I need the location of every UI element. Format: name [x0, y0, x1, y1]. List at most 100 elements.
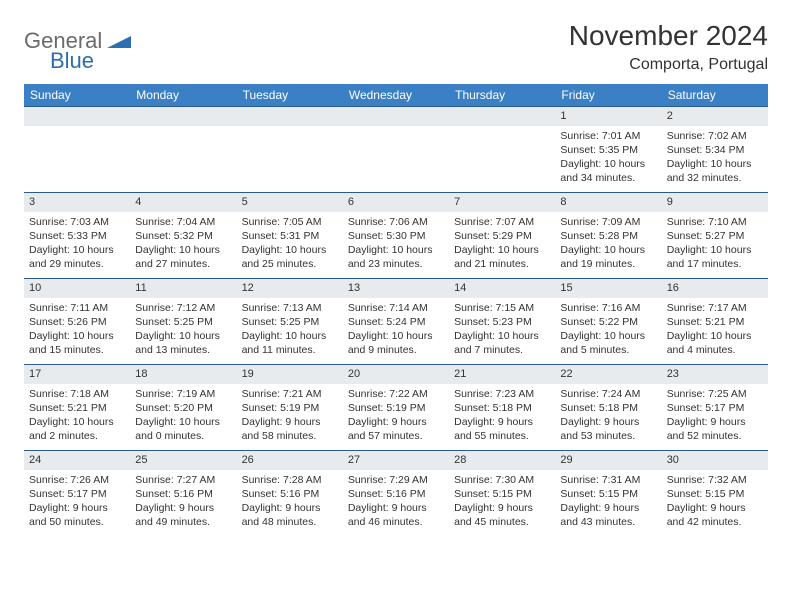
title-block: November 2024 Comporta, Portugal — [569, 20, 768, 74]
daylight-text: Daylight: 9 hours and 53 minutes. — [560, 415, 656, 443]
day-number: 26 — [237, 451, 343, 470]
day-body: Sunrise: 7:02 AMSunset: 5:34 PMDaylight:… — [662, 126, 768, 189]
sunrise-text: Sunrise: 7:28 AM — [242, 473, 338, 487]
daylight-text: Daylight: 9 hours and 55 minutes. — [454, 415, 550, 443]
sunrise-text: Sunrise: 7:19 AM — [135, 387, 231, 401]
calendar-day-cell — [130, 107, 236, 193]
day-body: Sunrise: 7:30 AMSunset: 5:15 PMDaylight:… — [449, 470, 555, 533]
calendar-day-cell: 4Sunrise: 7:04 AMSunset: 5:32 PMDaylight… — [130, 193, 236, 279]
day-body: Sunrise: 7:17 AMSunset: 5:21 PMDaylight:… — [662, 298, 768, 361]
day-number — [24, 107, 130, 126]
day-number: 24 — [24, 451, 130, 470]
sunset-text: Sunset: 5:17 PM — [667, 401, 763, 415]
day-body: Sunrise: 7:19 AMSunset: 5:20 PMDaylight:… — [130, 384, 236, 447]
daylight-text: Daylight: 10 hours and 5 minutes. — [560, 329, 656, 357]
calendar-table: Sunday Monday Tuesday Wednesday Thursday… — [24, 84, 768, 537]
day-number: 9 — [662, 193, 768, 212]
header: General Blue November 2024 Comporta, Por… — [24, 20, 768, 74]
daylight-text: Daylight: 10 hours and 19 minutes. — [560, 243, 656, 271]
calendar-week-row: 10Sunrise: 7:11 AMSunset: 5:26 PMDayligh… — [24, 279, 768, 365]
day-number: 15 — [555, 279, 661, 298]
sunset-text: Sunset: 5:34 PM — [667, 143, 763, 157]
calendar-day-cell: 3Sunrise: 7:03 AMSunset: 5:33 PMDaylight… — [24, 193, 130, 279]
logo: General Blue — [24, 28, 131, 74]
day-number: 4 — [130, 193, 236, 212]
sunrise-text: Sunrise: 7:15 AM — [454, 301, 550, 315]
sunrise-text: Sunrise: 7:16 AM — [560, 301, 656, 315]
sunset-text: Sunset: 5:19 PM — [242, 401, 338, 415]
daylight-text: Daylight: 10 hours and 2 minutes. — [29, 415, 125, 443]
day-body: Sunrise: 7:27 AMSunset: 5:16 PMDaylight:… — [130, 470, 236, 533]
sunrise-text: Sunrise: 7:23 AM — [454, 387, 550, 401]
day-number: 8 — [555, 193, 661, 212]
calendar-day-cell: 10Sunrise: 7:11 AMSunset: 5:26 PMDayligh… — [24, 279, 130, 365]
sunset-text: Sunset: 5:28 PM — [560, 229, 656, 243]
sunset-text: Sunset: 5:30 PM — [348, 229, 444, 243]
weekday-header-row: Sunday Monday Tuesday Wednesday Thursday… — [24, 84, 768, 107]
calendar-day-cell: 11Sunrise: 7:12 AMSunset: 5:25 PMDayligh… — [130, 279, 236, 365]
day-number: 7 — [449, 193, 555, 212]
day-number — [130, 107, 236, 126]
sunset-text: Sunset: 5:20 PM — [135, 401, 231, 415]
calendar-day-cell: 6Sunrise: 7:06 AMSunset: 5:30 PMDaylight… — [343, 193, 449, 279]
sunset-text: Sunset: 5:25 PM — [135, 315, 231, 329]
sunrise-text: Sunrise: 7:24 AM — [560, 387, 656, 401]
weekday-header: Monday — [130, 84, 236, 107]
calendar-day-cell: 1Sunrise: 7:01 AMSunset: 5:35 PMDaylight… — [555, 107, 661, 193]
calendar-day-cell: 2Sunrise: 7:02 AMSunset: 5:34 PMDaylight… — [662, 107, 768, 193]
day-body: Sunrise: 7:10 AMSunset: 5:27 PMDaylight:… — [662, 212, 768, 275]
sunset-text: Sunset: 5:33 PM — [29, 229, 125, 243]
day-body: Sunrise: 7:11 AMSunset: 5:26 PMDaylight:… — [24, 298, 130, 361]
daylight-text: Daylight: 10 hours and 34 minutes. — [560, 157, 656, 185]
weekday-header: Saturday — [662, 84, 768, 107]
sunset-text: Sunset: 5:26 PM — [29, 315, 125, 329]
calendar-day-cell: 20Sunrise: 7:22 AMSunset: 5:19 PMDayligh… — [343, 365, 449, 451]
day-number: 13 — [343, 279, 449, 298]
sunset-text: Sunset: 5:27 PM — [667, 229, 763, 243]
day-body: Sunrise: 7:06 AMSunset: 5:30 PMDaylight:… — [343, 212, 449, 275]
daylight-text: Daylight: 9 hours and 50 minutes. — [29, 501, 125, 529]
sunrise-text: Sunrise: 7:10 AM — [667, 215, 763, 229]
day-number: 30 — [662, 451, 768, 470]
day-number: 12 — [237, 279, 343, 298]
day-number: 11 — [130, 279, 236, 298]
sunrise-text: Sunrise: 7:30 AM — [454, 473, 550, 487]
day-body: Sunrise: 7:24 AMSunset: 5:18 PMDaylight:… — [555, 384, 661, 447]
daylight-text: Daylight: 10 hours and 9 minutes. — [348, 329, 444, 357]
daylight-text: Daylight: 9 hours and 45 minutes. — [454, 501, 550, 529]
daylight-text: Daylight: 10 hours and 25 minutes. — [242, 243, 338, 271]
daylight-text: Daylight: 10 hours and 7 minutes. — [454, 329, 550, 357]
day-number — [449, 107, 555, 126]
sunset-text: Sunset: 5:29 PM — [454, 229, 550, 243]
daylight-text: Daylight: 9 hours and 46 minutes. — [348, 501, 444, 529]
sunrise-text: Sunrise: 7:06 AM — [348, 215, 444, 229]
daylight-text: Daylight: 10 hours and 13 minutes. — [135, 329, 231, 357]
day-number: 16 — [662, 279, 768, 298]
daylight-text: Daylight: 9 hours and 57 minutes. — [348, 415, 444, 443]
calendar-week-row: 3Sunrise: 7:03 AMSunset: 5:33 PMDaylight… — [24, 193, 768, 279]
sunset-text: Sunset: 5:19 PM — [348, 401, 444, 415]
sunrise-text: Sunrise: 7:25 AM — [667, 387, 763, 401]
calendar-day-cell: 17Sunrise: 7:18 AMSunset: 5:21 PMDayligh… — [24, 365, 130, 451]
day-body: Sunrise: 7:16 AMSunset: 5:22 PMDaylight:… — [555, 298, 661, 361]
sunrise-text: Sunrise: 7:31 AM — [560, 473, 656, 487]
sunset-text: Sunset: 5:23 PM — [454, 315, 550, 329]
daylight-text: Daylight: 10 hours and 4 minutes. — [667, 329, 763, 357]
calendar-day-cell: 22Sunrise: 7:24 AMSunset: 5:18 PMDayligh… — [555, 365, 661, 451]
sunset-text: Sunset: 5:22 PM — [560, 315, 656, 329]
logo-triangle-icon — [107, 32, 131, 53]
day-body: Sunrise: 7:26 AMSunset: 5:17 PMDaylight:… — [24, 470, 130, 533]
sunset-text: Sunset: 5:21 PM — [667, 315, 763, 329]
calendar-day-cell: 13Sunrise: 7:14 AMSunset: 5:24 PMDayligh… — [343, 279, 449, 365]
calendar-day-cell: 25Sunrise: 7:27 AMSunset: 5:16 PMDayligh… — [130, 451, 236, 537]
calendar-week-row: 17Sunrise: 7:18 AMSunset: 5:21 PMDayligh… — [24, 365, 768, 451]
day-number: 28 — [449, 451, 555, 470]
daylight-text: Daylight: 9 hours and 52 minutes. — [667, 415, 763, 443]
weekday-header: Thursday — [449, 84, 555, 107]
sunrise-text: Sunrise: 7:26 AM — [29, 473, 125, 487]
daylight-text: Daylight: 9 hours and 42 minutes. — [667, 501, 763, 529]
daylight-text: Daylight: 10 hours and 17 minutes. — [667, 243, 763, 271]
sunrise-text: Sunrise: 7:29 AM — [348, 473, 444, 487]
sunrise-text: Sunrise: 7:27 AM — [135, 473, 231, 487]
calendar-day-cell: 29Sunrise: 7:31 AMSunset: 5:15 PMDayligh… — [555, 451, 661, 537]
